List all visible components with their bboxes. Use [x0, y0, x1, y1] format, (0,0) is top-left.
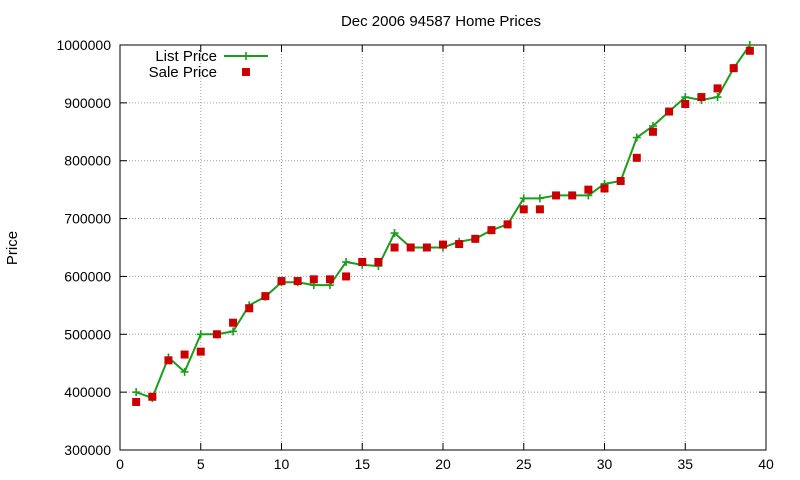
x-tick-label: 15 [354, 456, 370, 472]
sale-price-point [697, 93, 706, 102]
chart-title: Dec 2006 94587 Home Prices [341, 13, 541, 30]
sale-price-point [148, 392, 157, 401]
list-price-point [632, 133, 641, 142]
list-price-point [196, 330, 205, 339]
y-tick-label: 1000000 [56, 37, 111, 53]
list-price-point [390, 229, 399, 238]
sale-price-point [745, 46, 754, 55]
x-tick-label: 40 [758, 456, 774, 472]
x-tick-label: 30 [597, 456, 613, 472]
sale-price-point [277, 277, 286, 286]
list-price-point [132, 388, 141, 397]
sale-price-point [309, 275, 318, 284]
sale-price-point [422, 243, 431, 252]
y-tick-label: 700000 [64, 211, 111, 227]
sale-price-point [729, 64, 738, 73]
sale-price-point [180, 350, 189, 359]
sale-price-point [293, 277, 302, 286]
y-tick-label: 600000 [64, 268, 111, 284]
sale-price-point [616, 176, 625, 185]
sale-price-point [632, 153, 641, 162]
list-price-point [535, 194, 544, 203]
x-tick-label: 5 [197, 456, 205, 472]
sale-price-point [164, 356, 173, 365]
y-axis-label: Price [4, 231, 21, 265]
x-tick-label: 20 [435, 456, 451, 472]
sale-price-point [196, 347, 205, 356]
sale-price-point [406, 243, 415, 252]
x-tick-label: 35 [677, 456, 693, 472]
sale-price-point [713, 84, 722, 93]
axes [119, 44, 767, 451]
sale-price-point [245, 304, 254, 313]
y-tick-label: 500000 [64, 326, 111, 342]
sale-price-point [342, 272, 351, 281]
list-price-line [135, 44, 751, 399]
sale-price-point [212, 330, 221, 339]
plot-border [119, 44, 767, 451]
sale-price-point [439, 240, 447, 249]
list-price-point [519, 194, 528, 203]
sale-price-point [390, 243, 399, 252]
list-price-point [180, 367, 189, 376]
sale-price-point [455, 240, 464, 249]
y-tick-label: 300000 [64, 442, 111, 458]
series-sale-price [132, 46, 754, 406]
sale-price-point [519, 205, 528, 214]
sale-price-point [665, 107, 674, 116]
sale-price-point [681, 100, 690, 109]
sale-price-point [648, 127, 657, 136]
x-tick-label: 10 [274, 456, 290, 472]
legend-label: List Price [155, 48, 217, 65]
series-list-price [132, 41, 754, 402]
list-price-point [229, 327, 238, 336]
series-layer [132, 41, 754, 406]
legend-square-marker [242, 68, 250, 76]
list-price-point [713, 93, 722, 102]
legend-label: Sale Price [149, 64, 217, 81]
sale-price-point [552, 191, 561, 200]
sale-price-point [358, 257, 367, 266]
sale-price-point [325, 275, 334, 284]
sale-price-point [229, 318, 238, 327]
sale-price-point [568, 191, 577, 200]
x-tick-label: 25 [516, 456, 532, 472]
sale-price-point [584, 185, 593, 194]
list-price-point [342, 257, 351, 266]
legend-plus-marker [242, 52, 250, 60]
x-tick-label: 0 [116, 456, 124, 472]
sale-price-point [471, 234, 480, 243]
sale-price-point [132, 397, 141, 406]
sale-price-point [503, 220, 512, 229]
list-price-point [681, 93, 690, 102]
sale-price-point [487, 226, 496, 235]
y-tick-label: 900000 [64, 95, 111, 111]
sale-price-point [535, 205, 544, 214]
y-tick-label: 400000 [64, 384, 111, 400]
sale-price-point [374, 257, 383, 266]
y-tick-label: 800000 [64, 153, 111, 169]
sale-price-point [261, 292, 270, 301]
sale-price-point [600, 184, 609, 193]
tick-labels: 0 5 10 15 20 25 30 35 40 300000 400000 500000 600000… [56, 37, 774, 472]
